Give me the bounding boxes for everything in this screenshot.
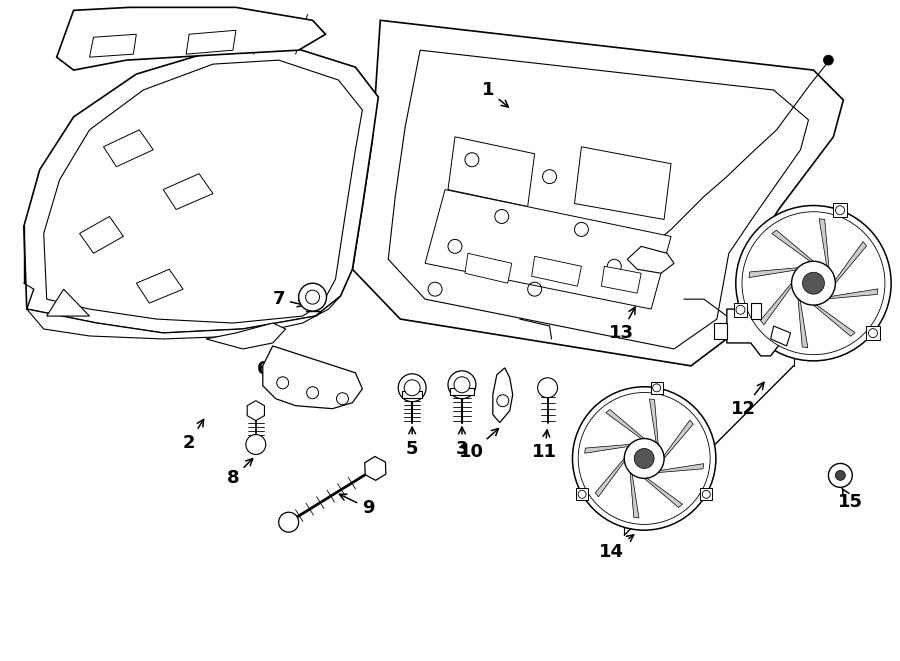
Polygon shape (833, 203, 847, 217)
Polygon shape (601, 266, 641, 293)
Polygon shape (402, 391, 422, 398)
Text: 5: 5 (406, 427, 419, 457)
Circle shape (634, 449, 654, 469)
Polygon shape (627, 247, 674, 273)
Circle shape (299, 283, 327, 311)
Polygon shape (714, 323, 727, 339)
Polygon shape (576, 488, 588, 500)
Text: 1: 1 (482, 81, 508, 107)
Polygon shape (574, 147, 671, 219)
Circle shape (572, 387, 716, 530)
Polygon shape (751, 303, 760, 319)
Polygon shape (866, 326, 880, 340)
Polygon shape (136, 269, 183, 303)
Polygon shape (263, 346, 363, 408)
Text: 4: 4 (117, 15, 152, 36)
Polygon shape (44, 60, 363, 323)
Circle shape (448, 371, 476, 399)
Circle shape (824, 55, 833, 65)
Circle shape (625, 438, 664, 479)
Polygon shape (493, 368, 513, 422)
Text: 9: 9 (339, 494, 374, 518)
Polygon shape (734, 303, 747, 317)
Polygon shape (606, 410, 644, 439)
Circle shape (736, 206, 891, 361)
Polygon shape (23, 44, 378, 333)
Polygon shape (186, 30, 236, 54)
Text: 2: 2 (183, 420, 203, 451)
Polygon shape (664, 420, 693, 459)
Circle shape (578, 393, 710, 524)
Circle shape (398, 374, 426, 402)
Polygon shape (532, 256, 581, 286)
Circle shape (792, 261, 835, 305)
Text: 13: 13 (608, 307, 635, 342)
Polygon shape (644, 478, 682, 508)
Circle shape (835, 471, 845, 481)
Circle shape (803, 272, 824, 294)
Circle shape (828, 463, 852, 487)
Polygon shape (700, 488, 712, 500)
Polygon shape (819, 219, 829, 268)
Polygon shape (651, 382, 662, 394)
Polygon shape (770, 326, 790, 346)
Polygon shape (163, 174, 213, 210)
Polygon shape (448, 137, 535, 206)
Text: 7: 7 (273, 290, 304, 308)
Polygon shape (772, 230, 814, 262)
Polygon shape (57, 7, 326, 70)
Polygon shape (658, 463, 704, 473)
Circle shape (537, 378, 557, 398)
Text: 11: 11 (532, 430, 557, 461)
Polygon shape (727, 309, 780, 356)
Text: 6: 6 (256, 360, 279, 378)
Circle shape (306, 290, 319, 304)
Circle shape (404, 380, 420, 396)
Polygon shape (595, 459, 625, 497)
Polygon shape (47, 289, 89, 316)
Polygon shape (450, 388, 474, 395)
Polygon shape (814, 305, 855, 336)
Polygon shape (248, 401, 265, 420)
Text: 14: 14 (598, 535, 634, 561)
Polygon shape (650, 399, 658, 444)
Polygon shape (585, 444, 630, 453)
Polygon shape (835, 241, 867, 283)
Polygon shape (388, 50, 808, 349)
Polygon shape (829, 289, 878, 299)
Polygon shape (353, 20, 843, 366)
Polygon shape (104, 130, 153, 167)
Text: 15: 15 (838, 488, 863, 511)
Polygon shape (749, 268, 798, 278)
Circle shape (246, 434, 266, 455)
Text: 3: 3 (455, 427, 468, 457)
Circle shape (279, 512, 299, 532)
Polygon shape (425, 190, 671, 309)
Circle shape (454, 377, 470, 393)
Text: 10: 10 (459, 428, 499, 461)
Text: 8: 8 (227, 459, 253, 487)
Polygon shape (206, 323, 285, 349)
Polygon shape (79, 217, 123, 253)
Text: 12: 12 (732, 382, 764, 418)
Polygon shape (364, 457, 386, 481)
Polygon shape (798, 299, 808, 348)
Polygon shape (89, 34, 136, 57)
Polygon shape (465, 253, 512, 283)
Circle shape (742, 212, 885, 355)
Polygon shape (630, 473, 639, 518)
Polygon shape (27, 296, 340, 339)
Polygon shape (760, 283, 792, 325)
